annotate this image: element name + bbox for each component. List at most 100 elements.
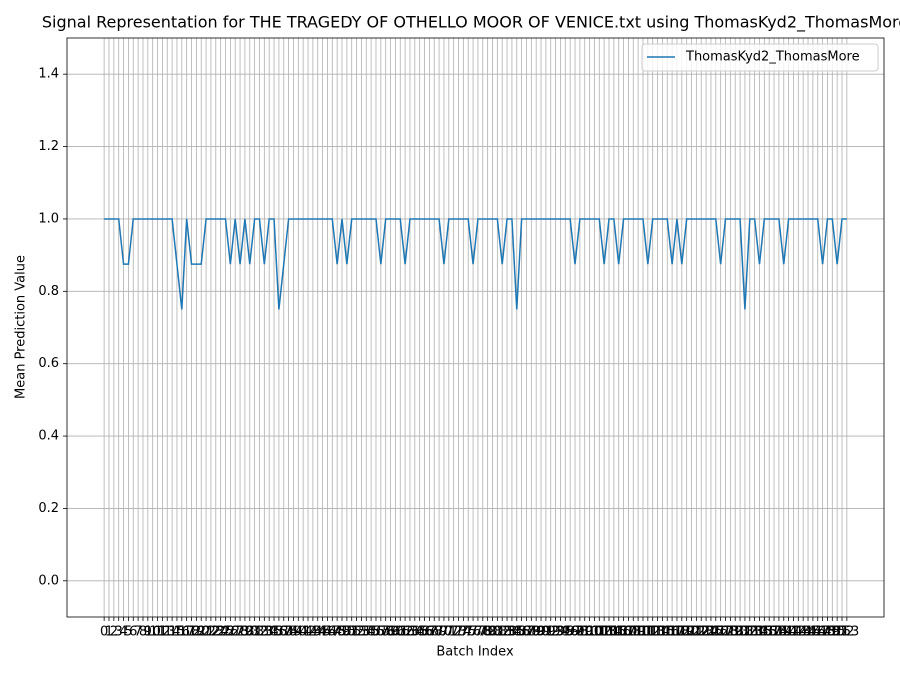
x-tick-label: 30: [241, 625, 258, 640]
x-tick-label: 44: [309, 625, 326, 640]
x-tick-label: 135: [747, 625, 772, 640]
x-tick-label: 47: [324, 625, 341, 640]
x-tick-label: 124: [694, 625, 719, 640]
x-tick-label: 7: [134, 625, 142, 640]
x-tick-label: 15: [169, 625, 186, 640]
x-tick-label: 25: [217, 625, 234, 640]
x-tick-label: 143: [786, 625, 811, 640]
x-tick-label: 28: [232, 625, 249, 640]
y-tick-label: 0.6: [38, 356, 59, 371]
x-tick-label: 96: [562, 625, 579, 640]
x-tick-label: 119: [669, 625, 694, 640]
x-tick-label: 116: [655, 625, 680, 640]
x-tick-label: 127: [708, 625, 733, 640]
x-tick-label: 1: [105, 625, 113, 640]
x-tick-label: 4: [119, 625, 127, 640]
x-tick-label: 35: [266, 625, 283, 640]
x-tick-label: 57: [373, 625, 390, 640]
x-tick-label: 151: [825, 625, 850, 640]
x-tick-label: 0: [100, 625, 108, 640]
legend: ThomasKyd2_ThomasMore: [641, 43, 879, 72]
x-tick-label: 142: [781, 625, 806, 640]
x-tick-label: 149: [815, 625, 840, 640]
x-tick-label: 152: [830, 625, 855, 640]
x-tick-label: 70: [436, 625, 453, 640]
x-tick-label: 20: [193, 625, 210, 640]
x-tick-label: 52: [348, 625, 365, 640]
x-tick-label: 43: [305, 625, 322, 640]
x-tick-label: 81: [489, 625, 506, 640]
x-tick-label: 82: [494, 625, 511, 640]
x-tick-label: 117: [660, 625, 685, 640]
x-tick-label: 85: [508, 625, 525, 640]
x-tick-label: 39: [285, 625, 302, 640]
x-tick-label: 89: [528, 625, 545, 640]
x-tick-label: 5: [124, 625, 132, 640]
x-tick-label: 14: [164, 625, 181, 640]
x-tick-label: 3: [115, 625, 123, 640]
x-tick-label: 54: [358, 625, 375, 640]
x-tick-label: 139: [766, 625, 791, 640]
x-tick-label: 109: [621, 625, 646, 640]
x-tick-label: 64: [407, 625, 424, 640]
legend-label: ThomasKyd2_ThomasMore: [685, 50, 860, 65]
x-tick-label: 140: [771, 625, 796, 640]
x-tick-label: 75: [460, 625, 477, 640]
x-tick-label: 120: [674, 625, 699, 640]
x-tick-label: 29: [237, 625, 254, 640]
x-tick-label: 71: [441, 625, 458, 640]
x-tick-label: 45: [314, 625, 331, 640]
x-tick-label: 104: [597, 625, 622, 640]
x-tick-label: 99: [576, 625, 593, 640]
x-tick-label: 46: [319, 625, 336, 640]
x-tick-label: 132: [733, 625, 758, 640]
x-tick-label: 48: [329, 625, 346, 640]
x-tick-label: 13: [159, 625, 176, 640]
x-tick-label: 10: [144, 625, 161, 640]
x-tick-label: 40: [290, 625, 307, 640]
x-tick-label: 95: [557, 625, 574, 640]
x-tick-label: 50: [339, 625, 356, 640]
x-tick-label: 12: [154, 625, 171, 640]
x-tick-label: 2: [110, 625, 118, 640]
x-tick-label: 144: [791, 625, 816, 640]
x-tick-label: 16: [174, 625, 191, 640]
legend-box: [641, 43, 879, 72]
x-tick-label: 122: [684, 625, 709, 640]
x-tick-label: 8: [139, 625, 147, 640]
x-tick-label: 138: [762, 625, 787, 640]
x-tick-label: 17: [178, 625, 195, 640]
x-tick-label: 42: [300, 625, 317, 640]
x-tick-label: 61: [392, 625, 409, 640]
x-tick-label: 53: [353, 625, 370, 640]
x-tick-label: 147: [805, 625, 830, 640]
x-tick-label: 21: [198, 625, 215, 640]
x-tick-label: 69: [431, 625, 448, 640]
y-tick-label: 0.8: [38, 284, 59, 299]
x-tick-label: 49: [334, 625, 351, 640]
grid: 0123456789101112131415161718192021222324…: [38, 38, 884, 640]
x-tick-label: 106: [606, 625, 631, 640]
x-tick-label: 129: [718, 625, 743, 640]
x-tick-label: 19: [188, 625, 205, 640]
x-tick-label: 103: [592, 625, 617, 640]
x-tick-label: 148: [810, 625, 835, 640]
x-tick-label: 125: [699, 625, 724, 640]
y-tick-label: 0.2: [38, 501, 59, 516]
x-tick-label: 72: [445, 625, 462, 640]
x-tick-label: 105: [601, 625, 626, 640]
x-tick-label: 146: [800, 625, 825, 640]
x-tick-label: 130: [723, 625, 748, 640]
x-tick-label: 91: [538, 625, 555, 640]
x-tick-label: 11: [149, 625, 166, 640]
x-tick-label: 24: [212, 625, 229, 640]
x-tick-label: 6: [129, 625, 137, 640]
x-tick-label: 58: [377, 625, 394, 640]
x-tick-label: 59: [382, 625, 399, 640]
y-tick-label: 1.0: [38, 211, 59, 226]
x-tick-label: 37: [275, 625, 292, 640]
x-tick-label: 101: [582, 625, 607, 640]
x-tick-label: 63: [402, 625, 419, 640]
